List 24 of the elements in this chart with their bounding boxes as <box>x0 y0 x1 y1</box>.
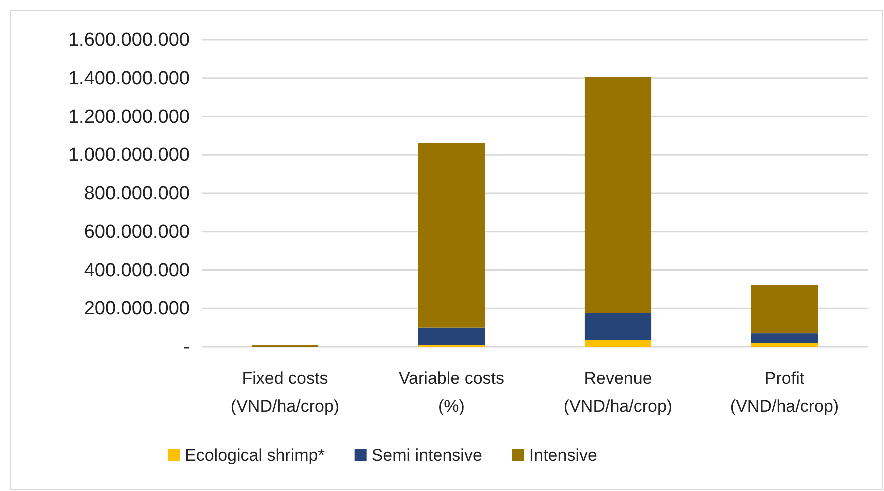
x-tick-label: Variable costs (%) <box>398 369 505 416</box>
y-tick-label: - <box>184 337 190 358</box>
y-tick-label: 200.000.000 <box>84 298 190 320</box>
legend-label: Semi intensive <box>372 446 482 465</box>
x-tick-label: Profit (VND/ha/crop) <box>730 369 840 416</box>
y-tick-label: 1.600.000.000 <box>68 30 190 52</box>
x-tick-label: Fixed costs (VND/ha/crop) <box>230 369 340 416</box>
bar <box>584 77 652 314</box>
bar <box>418 328 486 346</box>
bar <box>418 143 486 328</box>
y-tick-label: 1.400.000.000 <box>68 68 190 90</box>
bar <box>751 334 818 344</box>
y-tick-label: 800.000.000 <box>84 184 190 205</box>
bar <box>584 313 652 340</box>
bar <box>584 340 652 347</box>
legend-label: Intensive <box>529 446 598 465</box>
bar <box>751 285 818 334</box>
y-tick-label: 600.000.000 <box>84 222 190 243</box>
x-tick-label: Revenue (VND/ha/crop) <box>564 369 673 416</box>
legend-label: Ecological shrimp* <box>185 446 326 465</box>
y-tick-label: 1.200.000.000 <box>68 106 190 128</box>
y-tick-label: 400.000.000 <box>84 260 190 282</box>
bar <box>751 343 818 347</box>
y-tick-label: 1.000.000.000 <box>68 145 190 166</box>
